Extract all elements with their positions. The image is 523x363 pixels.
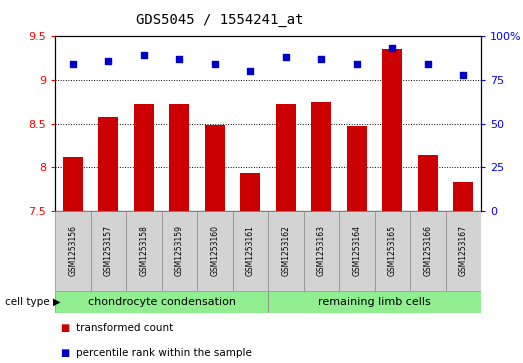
Text: percentile rank within the sample: percentile rank within the sample	[76, 348, 252, 358]
Bar	[55, 211, 90, 291]
Text: GSM1253164: GSM1253164	[353, 225, 361, 277]
Point	[140, 52, 148, 58]
Text: GSM1253162: GSM1253162	[281, 225, 290, 277]
Point	[281, 54, 290, 60]
Text: remaining limb cells: remaining limb cells	[318, 297, 431, 307]
Bar	[268, 291, 481, 313]
Text: GSM1253156: GSM1253156	[68, 225, 77, 277]
Text: GSM1253158: GSM1253158	[139, 225, 148, 277]
Text: cell type: cell type	[5, 297, 50, 307]
Bar	[55, 291, 268, 313]
Point	[211, 61, 219, 67]
Point	[459, 72, 468, 77]
Bar	[339, 211, 374, 291]
Point	[69, 61, 77, 67]
Point	[388, 45, 396, 51]
Bar	[268, 211, 303, 291]
Text: GSM1253163: GSM1253163	[317, 225, 326, 277]
Bar	[169, 104, 189, 211]
Bar	[197, 211, 233, 291]
Bar	[134, 104, 154, 211]
Text: GSM1253167: GSM1253167	[459, 225, 468, 277]
Text: GSM1253159: GSM1253159	[175, 225, 184, 277]
Bar	[205, 125, 224, 211]
Point	[175, 56, 184, 62]
Bar	[347, 126, 367, 211]
Point	[104, 58, 112, 64]
Bar	[126, 211, 162, 291]
Text: transformed count: transformed count	[76, 322, 173, 333]
Bar	[374, 211, 410, 291]
Text: GSM1253157: GSM1253157	[104, 225, 113, 277]
Text: ■: ■	[60, 322, 70, 333]
Bar	[446, 211, 481, 291]
Text: GSM1253161: GSM1253161	[246, 225, 255, 277]
Bar	[410, 211, 446, 291]
Bar	[90, 211, 126, 291]
Bar	[162, 211, 197, 291]
Text: ■: ■	[60, 348, 70, 358]
Text: GSM1253166: GSM1253166	[423, 225, 432, 277]
Point	[353, 61, 361, 67]
Text: chondrocyte condensation: chondrocyte condensation	[87, 297, 235, 307]
Point	[424, 61, 432, 67]
Bar	[233, 211, 268, 291]
Bar	[63, 157, 83, 211]
Bar	[303, 211, 339, 291]
Bar	[418, 155, 438, 211]
Point	[246, 68, 254, 74]
Bar	[276, 104, 295, 211]
Bar	[241, 174, 260, 211]
Text: GSM1253165: GSM1253165	[388, 225, 397, 277]
Bar	[312, 102, 331, 211]
Bar	[98, 117, 118, 211]
Text: GSM1253160: GSM1253160	[210, 225, 219, 277]
Text: ▶: ▶	[53, 297, 61, 307]
Point	[317, 56, 325, 62]
Bar	[453, 182, 473, 211]
Bar	[382, 49, 402, 211]
Text: GDS5045 / 1554241_at: GDS5045 / 1554241_at	[136, 13, 303, 27]
